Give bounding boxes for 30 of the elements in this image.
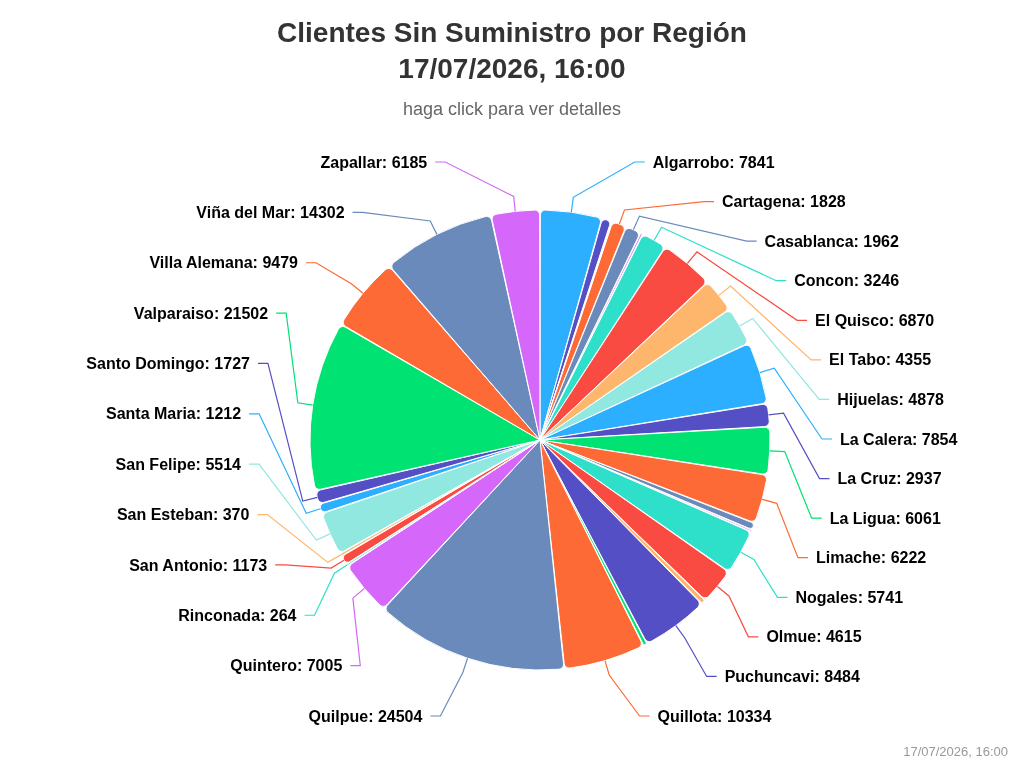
- slice-label: El Tabo: 4355: [829, 351, 932, 369]
- slice-label: Quillota: 10334: [657, 707, 772, 725]
- slice-label: Concon: 3246: [794, 272, 900, 290]
- slice-label: Hijuelas: 4878: [837, 391, 945, 409]
- slice-label: Rinconada: 264: [178, 606, 297, 624]
- slice-label: Limache: 6222: [815, 549, 927, 567]
- slice-label: Algarrobo: 7841: [652, 153, 775, 171]
- slice-label: San Felipe: 5514: [115, 455, 242, 473]
- slice-label: Villa Alemana: 9479: [149, 254, 299, 272]
- slice-label: Olmue: 4615: [766, 628, 862, 646]
- chart-title: Clientes Sin Suministro por Región 17/07/2026, 16:00: [277, 17, 747, 84]
- slice-label: Viña del Mar: 14302: [196, 203, 345, 221]
- slice-label: San Antonio: 1173: [129, 556, 268, 574]
- slice-label: La Cruz: 2937: [837, 470, 942, 488]
- slice-label: La Calera: 7854: [840, 430, 958, 448]
- chart-subtitle: haga click para ver detalles: [402, 99, 622, 119]
- slice-label: Santa Maria: 1212: [105, 405, 242, 423]
- slice-label: Puchuncavi: 8484: [724, 668, 860, 686]
- slice-label: Zapallar: 6185: [320, 153, 428, 171]
- slice-label: Nogales: 5741: [795, 588, 904, 606]
- slice-label: Cartagena: 1828: [722, 193, 846, 211]
- slice-label: El Quisco: 6870: [815, 311, 935, 329]
- slice-label: Santo Domingo: 1727: [86, 355, 251, 373]
- slice-label: Quintero: 7005: [230, 657, 343, 675]
- slice-label: San Esteban: 370: [116, 506, 250, 524]
- slice-label: Casablanca: 1962: [764, 232, 900, 250]
- slice-label: La Ligua: 6061: [829, 509, 941, 527]
- slice-label: Valparaiso: 21502: [133, 304, 269, 322]
- slice-label: Quilpue: 24504: [308, 707, 423, 725]
- text: 17/07/2026, 16:00: [903, 744, 1008, 759]
